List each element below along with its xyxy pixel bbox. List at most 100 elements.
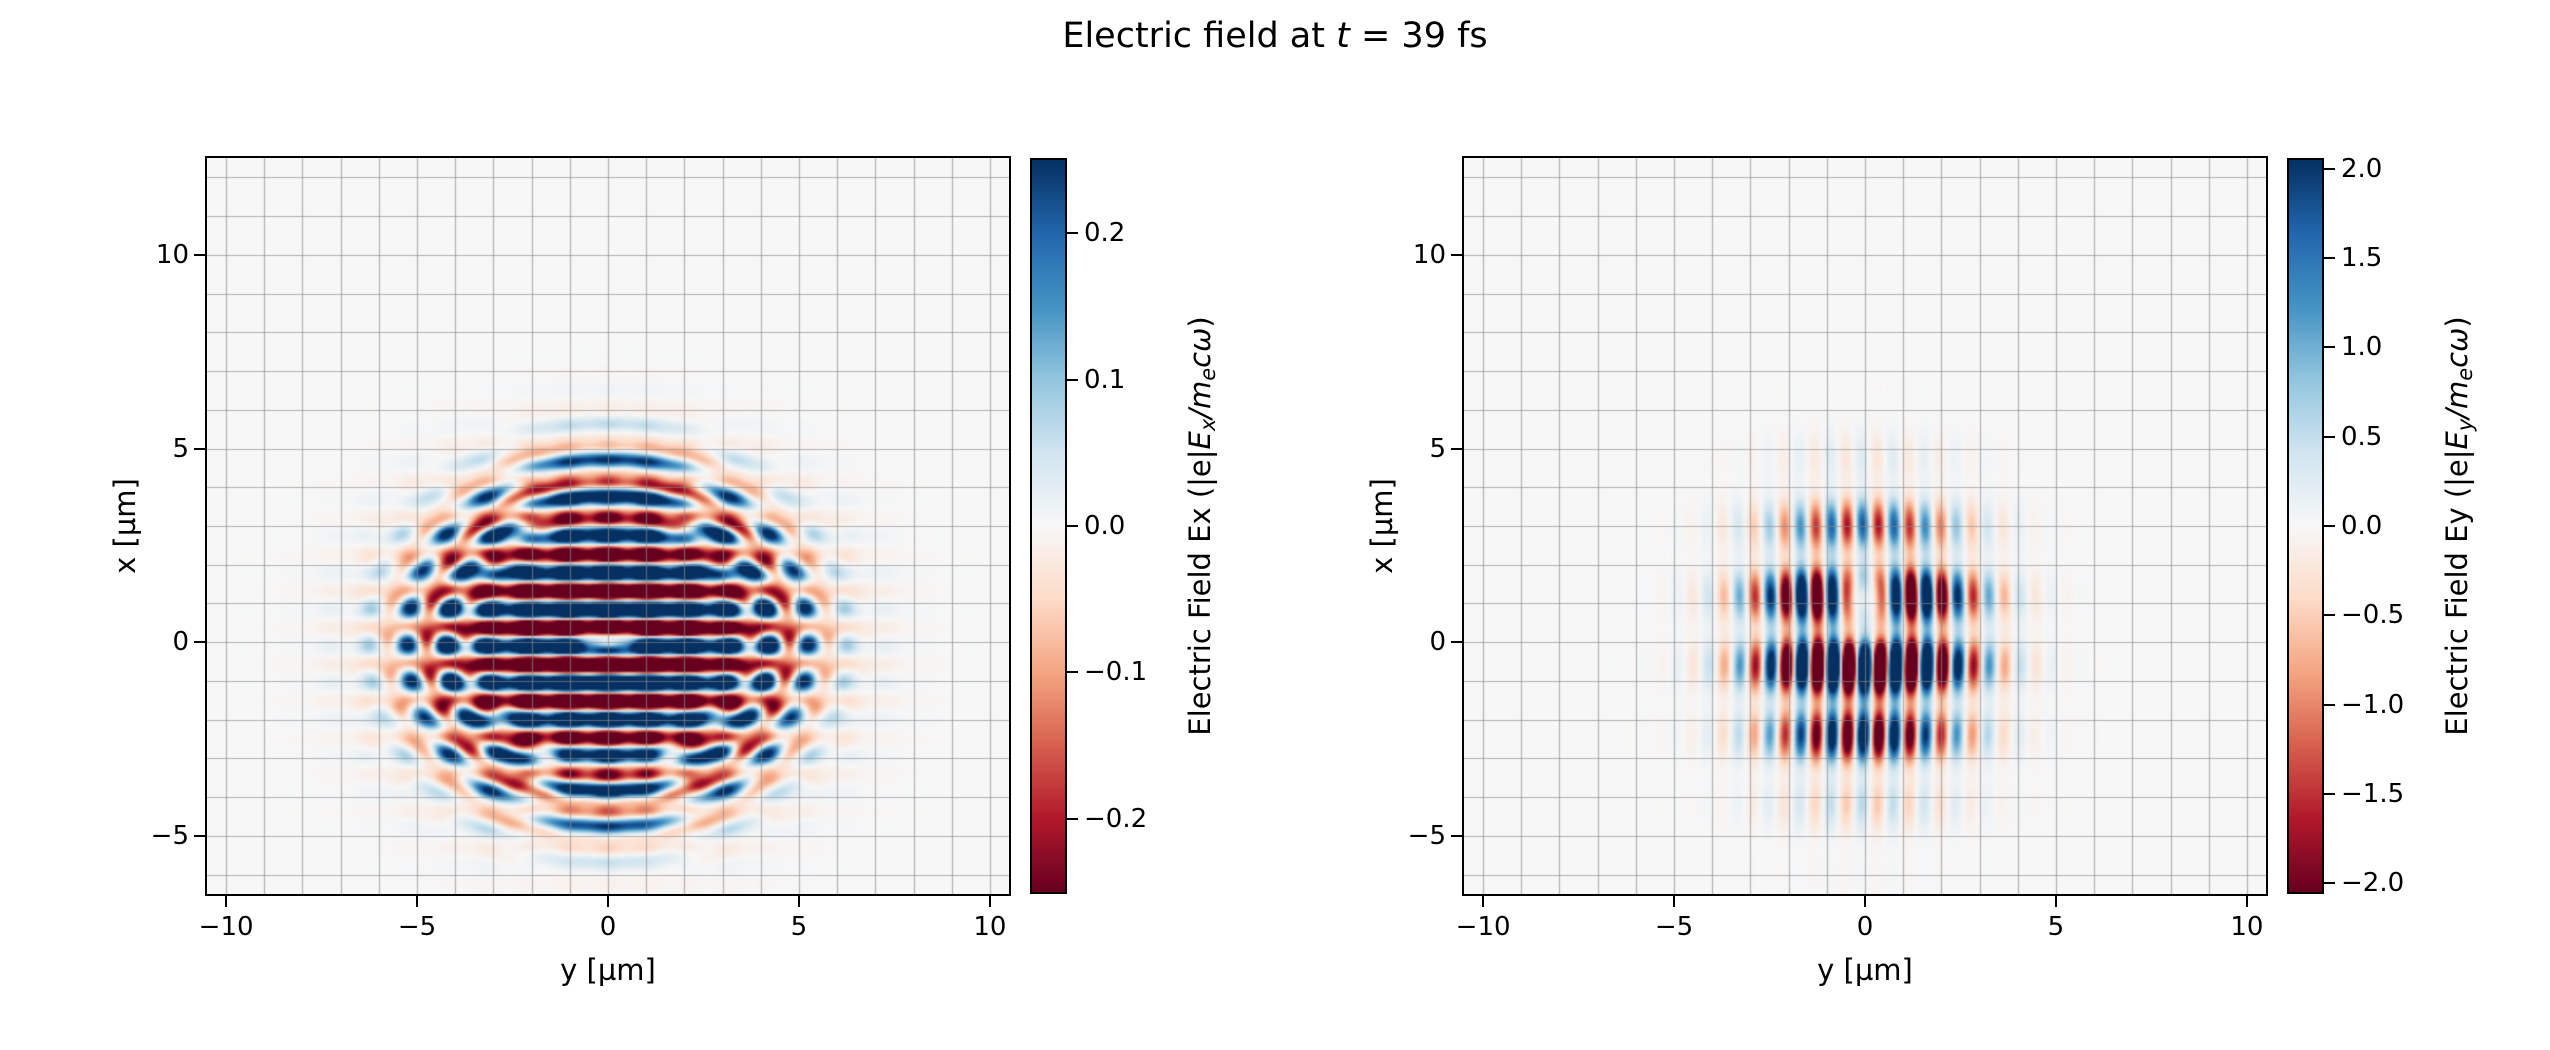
colorbar-tick-label: 0.5 — [2341, 421, 2383, 452]
colorbar-tick-mark — [2324, 614, 2335, 617]
colorbar-label-part: / — [1183, 408, 1217, 419]
colorbar-label-part: ) — [1183, 316, 1217, 328]
colorbar-tick-mark — [1067, 525, 1078, 527]
y-tick-label: 5 — [172, 433, 189, 464]
colorbar-tick-label: 1.0 — [2341, 332, 2383, 363]
x-tick-label: −10 — [198, 912, 254, 942]
x-tick-mark — [607, 896, 609, 907]
x-tick-label: 0 — [1856, 912, 1874, 942]
colorbar-tick-mark — [2324, 435, 2335, 438]
x-tick-mark — [1673, 896, 1676, 907]
colorbar-label-part: e — [1195, 367, 1220, 381]
colorbar-tick-label: 2.0 — [2341, 153, 2383, 184]
y-tick-label: 10 — [1412, 239, 1446, 270]
y-tick-mark — [194, 641, 205, 644]
ex-yaxis-label: x [µm] — [108, 478, 142, 574]
ey-xaxis-label: y [µm] — [1817, 953, 1913, 987]
ey-colorbar-label: Electric Field Ey (|e|Ey/mecω) — [2440, 316, 2477, 736]
colorbar-tick-label: 0.0 — [2341, 511, 2383, 541]
x-tick-label: −5 — [1654, 912, 1694, 942]
ex-heatmap-panel: −10 −5 0 5 10 −5 0 5 10 y [µm] x [µm] 0.2 0.1 0.0… — [108, 156, 1220, 987]
colorbar-label-part: Electric Field Ey (|e| — [2440, 449, 2474, 736]
colorbar-tick-label: −0.1 — [1084, 657, 1148, 688]
y-tick-mark — [194, 834, 205, 837]
ey-yaxis-label: x [µm] — [1365, 478, 1399, 574]
colorbar-label-part: m — [1183, 380, 1217, 409]
colorbar-tick-label: 0.0 — [1084, 511, 1126, 541]
y-tick-mark — [194, 447, 205, 450]
colorbar-tick-label: 0.1 — [1084, 364, 1126, 395]
x-tick-label: −10 — [1455, 912, 1511, 942]
y-tick-mark — [1451, 834, 1462, 837]
ex-colorbar-gradient — [1030, 158, 1067, 894]
y-tick-label: 5 — [1429, 433, 1446, 464]
ex-xaxis-label: y [µm] — [560, 953, 656, 987]
colorbar-tick-mark — [2324, 792, 2335, 795]
colorbar-label-part: Electric Field Ex (|e| — [1183, 449, 1217, 736]
colorbar-tick-mark — [2324, 703, 2335, 706]
figure-title-prefix: Electric field at — [1062, 16, 1337, 56]
colorbar-label-part: y — [2452, 418, 2477, 432]
colorbar-tick-mark — [1067, 671, 1078, 674]
colorbar-tick-label: −0.2 — [1084, 803, 1148, 834]
x-tick-label: −5 — [397, 912, 437, 942]
colorbar-tick-mark — [1067, 378, 1078, 381]
ex-colorbar: 0.2 0.1 0.0 −0.1 −0.2 Electric Field Ex (|e|… — [1030, 158, 1360, 894]
y-tick-mark — [1451, 447, 1462, 450]
figure-title-variable: t — [1336, 16, 1350, 56]
x-tick-mark — [797, 896, 800, 907]
y-tick-label: −5 — [150, 820, 189, 851]
y-tick-label: −5 — [1407, 820, 1446, 851]
y-tick-label: 10 — [155, 239, 189, 270]
x-tick-label: 5 — [790, 912, 808, 942]
x-tick-mark — [416, 896, 419, 907]
x-tick-mark — [988, 896, 991, 907]
x-tick-mark — [1864, 896, 1866, 907]
colorbar-label-part: ) — [2440, 316, 2474, 328]
x-tick-label: 0 — [599, 912, 617, 942]
y-tick-label: 0 — [172, 627, 189, 658]
colorbar-tick-mark — [2324, 525, 2335, 527]
figure-title-suffix: = 39 fs — [1349, 16, 1488, 56]
ex-colorbar-label: Electric Field Ex (|e|Ex/mecω) — [1183, 316, 1220, 736]
colorbar-tick-mark — [1067, 817, 1078, 820]
colorbar-label-part: ω — [1183, 327, 1217, 352]
colorbar-label-part: / — [2440, 408, 2474, 419]
x-tick-label: 10 — [973, 912, 1007, 942]
colorbar-tick-label: 1.5 — [2341, 243, 2383, 274]
colorbar-tick-label: 0.2 — [1084, 218, 1126, 249]
ey-heatmap-panel: −10 −5 0 5 10 −5 0 5 10 y [µm] x [µm] 2.0 1.5 1.0… — [1365, 154, 2477, 987]
colorbar-label-part: ω — [2440, 327, 2474, 352]
y-tick-mark — [194, 253, 205, 256]
colorbar-tick-mark — [2324, 346, 2335, 349]
colorbar-tick-mark — [2324, 167, 2335, 170]
x-tick-label: 5 — [2047, 912, 2065, 942]
y-tick-mark — [1451, 641, 1462, 644]
colorbar-tick-label: −0.5 — [2341, 600, 2405, 631]
colorbar-tick-mark — [2324, 882, 2335, 885]
y-tick-mark — [1451, 253, 1462, 256]
colorbar-label-part: x — [1195, 418, 1220, 432]
x-tick-mark — [1482, 896, 1485, 907]
ey-colorbar-gradient — [2287, 158, 2324, 894]
figure-title: Electric field at t = 39 fs — [0, 16, 2550, 56]
colorbar-tick-mark — [1067, 232, 1078, 235]
colorbar-tick-mark — [2324, 257, 2335, 260]
x-tick-mark — [225, 896, 228, 907]
x-tick-mark — [2054, 896, 2057, 907]
colorbar-label-part: E — [2440, 431, 2474, 450]
y-tick-label: 0 — [1429, 627, 1446, 658]
colorbar-label-part: c — [2440, 351, 2474, 368]
colorbar-label-part: c — [1183, 351, 1217, 368]
ey-colorbar: 2.0 1.5 1.0 0.5 0.0 −0.5 −1.0 −1.5 −2.0 Electric… — [2287, 154, 2550, 898]
colorbar-tick-label: −1.0 — [2341, 689, 2405, 720]
x-tick-mark — [2245, 896, 2248, 907]
colorbar-label-part: e — [2452, 367, 2477, 381]
colorbar-label-part: m — [2440, 380, 2474, 409]
x-tick-label: 10 — [2230, 912, 2264, 942]
ex-heatmap-canvas — [207, 158, 1009, 894]
colorbar-tick-label: −2.0 — [2341, 868, 2405, 899]
ey-heatmap-canvas — [1464, 158, 2266, 894]
colorbar-label-part: E — [1183, 431, 1217, 450]
